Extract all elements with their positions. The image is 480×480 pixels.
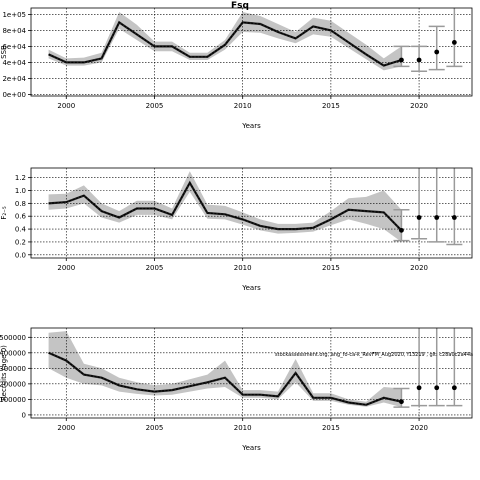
estimate-line (48, 351, 402, 406)
projection-point (434, 215, 440, 220)
source-note: stockassessment.org, ang_fo-ca-k_RevFM_A… (275, 352, 473, 358)
x-tick-label: 2005 (146, 102, 164, 110)
projection-point (399, 227, 404, 233)
projection-point (416, 215, 422, 220)
y-tick-label: 0 (22, 411, 26, 419)
recruitment-panel: 2000 2005 2010 2015 2020 0 100000 200000 300000 4… (0, 327, 473, 452)
x-tick-label: 2010 (234, 102, 252, 110)
y-axis-label: SSB (0, 45, 8, 59)
x-axis-label: Years (241, 444, 261, 452)
projection-point (451, 215, 457, 220)
y-tick-label: 200000 (0, 380, 26, 388)
x-axis-label: Years (241, 284, 261, 292)
estimate-line-dotted (48, 181, 402, 231)
x-tick-label: 2005 (146, 424, 164, 432)
estimate-line-dotted (48, 21, 402, 67)
x-tick-label: 2000 (57, 264, 75, 272)
chart-title: Fsq (231, 1, 249, 11)
x-tick-label: 2010 (234, 424, 252, 432)
plot-frame (30, 327, 473, 419)
y-tick-label: 0e+00 (2, 91, 26, 99)
y-tick-label: 2e+04 (2, 75, 26, 83)
y-tick-label: 100000 (0, 396, 26, 404)
y-tick-label: 4e+04 (2, 59, 26, 67)
fishing-mortality-panel: 2000 2005 2010 2015 2020 0.0 0.2 0.4 0.6 0.8 1.0 1.… (0, 167, 473, 292)
y-tick-label: 0.2 (15, 238, 26, 246)
estimate-line-dotted (48, 352, 402, 406)
projection-point (399, 399, 404, 405)
y-tick-label: 0.6 (15, 213, 27, 221)
projection-point (399, 57, 404, 63)
x-tick-label: 2020 (410, 264, 428, 272)
y-tick-label: 0.4 (15, 226, 27, 234)
y-tick-label: 300000 (0, 365, 26, 373)
y-tick-label: 1.2 (15, 174, 26, 182)
confidence-band (48, 331, 402, 408)
projection-point (416, 385, 422, 391)
y-tick-label: 500000 (0, 334, 26, 342)
projection-point (451, 385, 457, 391)
x-tick-label: 2020 (410, 424, 428, 432)
x-tick-label: 2005 (146, 264, 164, 272)
x-axis-label: Years (241, 122, 261, 130)
y-tick-label: 0.8 (15, 200, 26, 208)
x-tick-label: 2000 (57, 102, 75, 110)
y-tick-label: 0.0 (15, 251, 26, 259)
y-tick-label: 8e+04 (2, 27, 26, 35)
plot-frame (30, 7, 473, 97)
confidence-band (48, 171, 402, 242)
x-tick-label: 2010 (234, 264, 252, 272)
projection-point (451, 40, 457, 45)
projection-point (434, 49, 440, 55)
projection-point (434, 385, 440, 391)
x-tick-label: 2015 (322, 264, 340, 272)
y-axis-label: Recruits (age 0) (0, 345, 8, 401)
x-tick-label: 2000 (57, 424, 75, 432)
ssb-panel: 2000 2005 2010 2015 2020 0e+00 2e+04 4e+04 6e+04… (0, 7, 473, 130)
y-tick-label: 6e+04 (2, 43, 26, 51)
x-tick-label: 2015 (322, 102, 340, 110)
x-tick-label: 2015 (322, 424, 340, 432)
y-tick-label: 1.0 (15, 187, 26, 195)
y-tick-label: 400000 (0, 349, 26, 357)
plot-frame (30, 167, 473, 259)
x-tick-label: 2020 (410, 102, 428, 110)
y-axis-label: F₂₋₅ (0, 206, 8, 220)
projection-point (416, 57, 422, 63)
y-tick-label: 1e+05 (2, 11, 26, 19)
